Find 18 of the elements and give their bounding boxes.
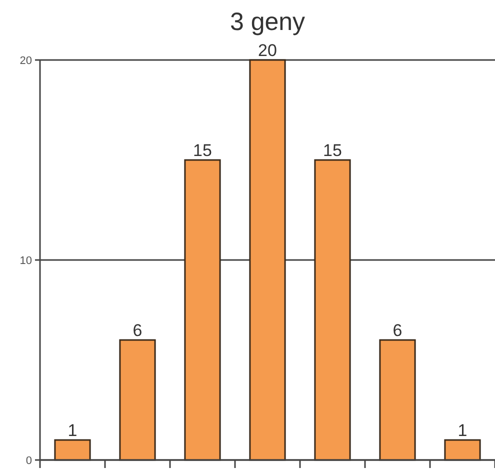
bar (249, 59, 286, 461)
data-label: 1 (458, 421, 468, 440)
y-tick-label: 0 (26, 454, 32, 467)
data-label: 20 (258, 41, 277, 60)
chart-title: 3 geny (230, 8, 306, 36)
y-tick-label: 10 (20, 254, 32, 267)
data-label: 6 (132, 321, 142, 340)
data-label: 15 (323, 141, 342, 160)
data-label: 15 (193, 141, 212, 160)
bar (379, 339, 416, 461)
bar (119, 339, 156, 461)
data-label: 1 (68, 421, 78, 440)
bar (444, 439, 481, 461)
y-tick-label: 20 (20, 54, 32, 67)
bar (54, 439, 91, 461)
bar (314, 159, 351, 461)
data-label: 6 (392, 321, 402, 340)
bar (184, 159, 221, 461)
